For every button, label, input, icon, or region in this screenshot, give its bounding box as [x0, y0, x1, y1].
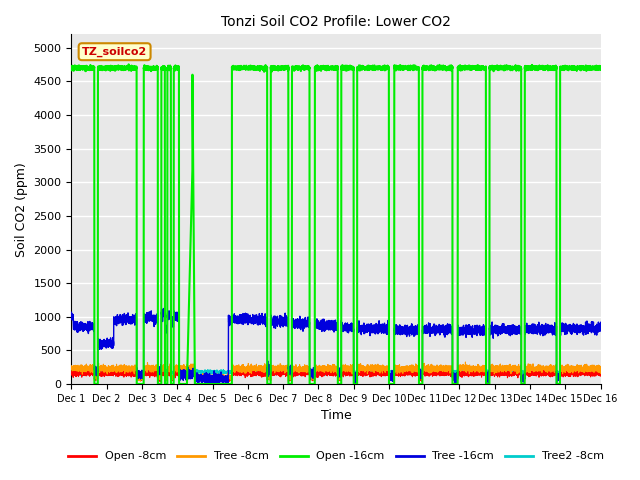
X-axis label: Time: Time	[321, 409, 351, 422]
Title: Tonzi Soil CO2 Profile: Lower CO2: Tonzi Soil CO2 Profile: Lower CO2	[221, 15, 451, 29]
Legend: Open -8cm, Tree -8cm, Open -16cm, Tree -16cm, Tree2 -8cm: Open -8cm, Tree -8cm, Open -16cm, Tree -…	[63, 447, 609, 466]
Y-axis label: Soil CO2 (ppm): Soil CO2 (ppm)	[15, 162, 28, 256]
Text: TZ_soilco2: TZ_soilco2	[82, 47, 147, 57]
